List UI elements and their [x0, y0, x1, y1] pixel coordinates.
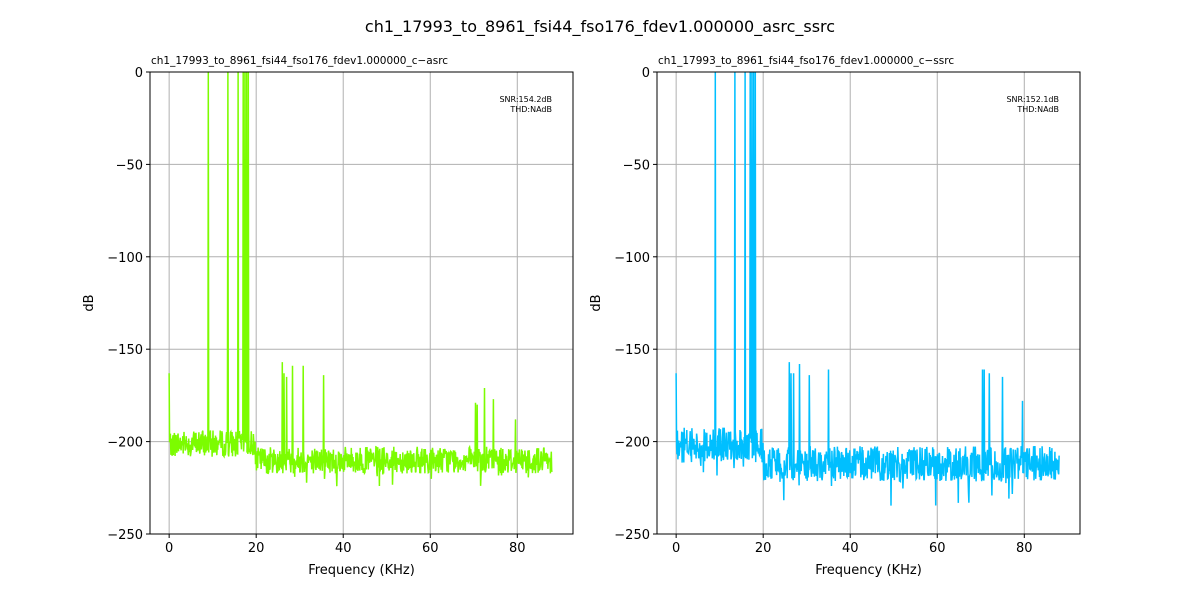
y-axis-label: dB — [589, 294, 604, 311]
x-tick-label: 0 — [672, 541, 680, 556]
x-tick-label: 40 — [335, 541, 352, 556]
subplot-2: 0 20 40 60 80 0 −50 −100 −150 −200 −250 ch1_17993_t… — [589, 55, 1081, 578]
y-tick-label: −50 — [623, 158, 650, 173]
subplot-1: 0 20 40 60 80 0 −50 −100 −150 −200 −250 ch1_17993_t… — [82, 55, 574, 578]
x-tick-label: 20 — [248, 541, 265, 556]
x-tick-label: 40 — [842, 541, 859, 556]
axes-frame — [149, 71, 574, 535]
axes-frame — [656, 71, 1081, 535]
snr-thd-annotation: SNR:152.1dB — [1006, 95, 1059, 104]
y-tick-label: −200 — [107, 436, 143, 451]
y-axis-label: dB — [82, 294, 97, 311]
snr-thd-annotation: THD:NAdB — [1016, 105, 1059, 114]
x-tick-label: 80 — [509, 541, 526, 556]
y-tick-label: −100 — [107, 251, 143, 266]
y-tick-label: −200 — [614, 436, 650, 451]
y-tick-label: −150 — [614, 343, 650, 358]
x-tick-label: 60 — [929, 541, 946, 556]
x-tick-label: 0 — [165, 541, 173, 556]
x-axis-label: Frequency (KHz) — [308, 563, 415, 578]
subplot-title: ch1_17993_to_8961_fsi44_fso176_fdev1.000… — [658, 55, 954, 67]
subplot-title: ch1_17993_to_8961_fsi44_fso176_fdev1.000… — [151, 55, 448, 67]
y-tick-label: 0 — [135, 66, 143, 81]
x-axis-label: Frequency (KHz) — [815, 563, 922, 578]
y-tick-label: −250 — [107, 528, 143, 543]
spectrum-line — [675, 72, 1060, 506]
snr-thd-annotation: THD:NAdB — [509, 105, 552, 114]
y-tick-label: 0 — [642, 66, 650, 81]
x-tick-label: 80 — [1016, 541, 1033, 556]
y-tick-label: −100 — [614, 251, 650, 266]
x-tick-label: 60 — [422, 541, 439, 556]
snr-thd-annotation: SNR:154.2dB — [499, 95, 552, 104]
figure-title: ch1_17993_to_8961_fsi44_fso176_fdev1.000… — [365, 17, 835, 37]
x-tick-label: 20 — [755, 541, 772, 556]
y-tick-label: −250 — [614, 528, 650, 543]
y-tick-label: −150 — [107, 343, 143, 358]
y-tick-label: −50 — [116, 158, 143, 173]
spectrum-line — [168, 72, 553, 487]
